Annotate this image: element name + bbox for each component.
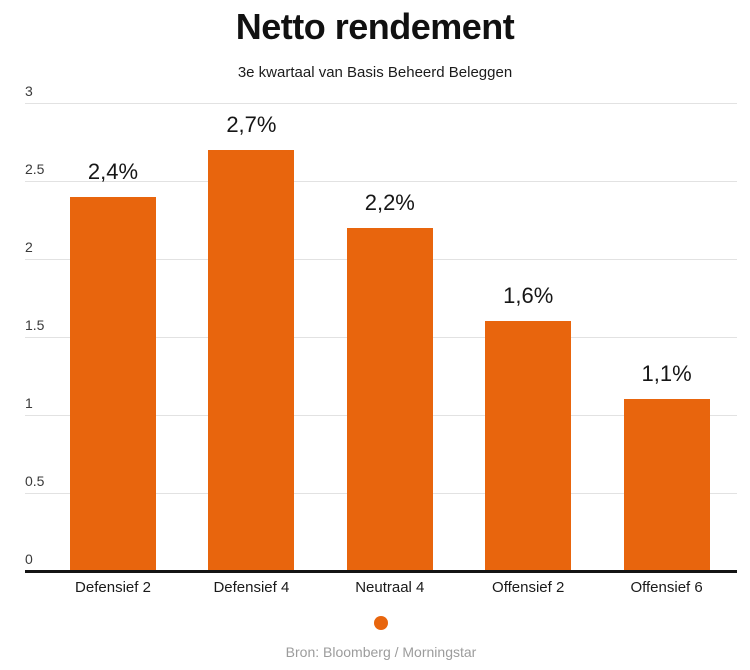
bar-value-label: 2,4% — [87, 158, 139, 184]
gridline — [25, 103, 737, 104]
y-tick-label: 0.5 — [25, 473, 45, 489]
x-category-label: Defensief 2 — [75, 579, 151, 596]
source-text: Bron: Bloomberg / Morningstar — [285, 644, 477, 660]
bar-value-label: 2,7% — [226, 111, 277, 137]
bar-offensief-2 — [485, 321, 572, 570]
x-category-label: Defensief 4 — [213, 579, 290, 596]
bar-defensief-2 — [70, 196, 156, 570]
bar-offensief-6 — [623, 399, 710, 570]
y-tick-label: 1 — [25, 395, 33, 411]
chart-title: Netto rendement — [235, 6, 515, 47]
x-category-label: Neutraal 4 — [355, 579, 425, 596]
chart-footer: Bron: Bloomberg / Morningstar — [6, 612, 750, 660]
gridline — [25, 181, 737, 182]
y-tick-label: 0 — [25, 551, 33, 567]
x-category-label: Offensief 2 — [492, 579, 565, 596]
y-tick-label: 2 — [25, 239, 33, 255]
bar-neutraal-4 — [346, 227, 433, 570]
bar-value-label: 2,2% — [364, 189, 415, 215]
y-tick-label: 2.5 — [25, 161, 45, 177]
legend-marker-icon — [374, 616, 388, 630]
y-tick-label: 3 — [25, 83, 33, 99]
bar-defensief-4 — [208, 149, 295, 570]
x-category-label: Offensief 6 — [630, 579, 703, 596]
bar-value-label: 1,6% — [503, 283, 554, 309]
bar-value-label: 1,1% — [641, 361, 692, 387]
chart-subtitle: 3e kwartaal van Basis Beheerd Beleggen — [237, 64, 513, 81]
x-axis-line — [25, 570, 737, 573]
y-tick-label: 1.5 — [25, 317, 45, 333]
